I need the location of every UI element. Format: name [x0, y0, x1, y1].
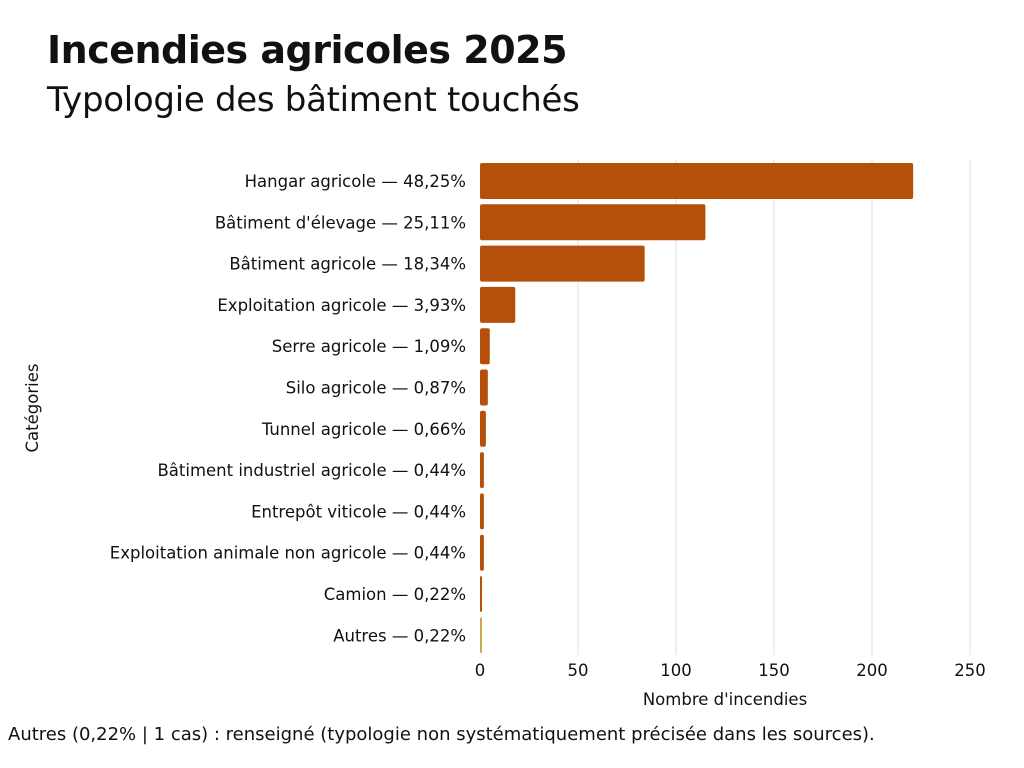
bar: [480, 369, 488, 406]
bar: [480, 617, 482, 654]
x-axis-title: Nombre d'incendies: [643, 690, 807, 709]
bar: [480, 493, 484, 530]
chart-title: Incendies agricoles 2025: [47, 28, 568, 72]
category-label: Camion — 0,22%: [324, 585, 466, 604]
bar: [480, 410, 486, 447]
x-tick-label: 50: [568, 661, 589, 680]
category-label: Silo agricole — 0,87%: [286, 379, 466, 398]
category-label: Tunnel agricole — 0,66%: [261, 420, 466, 439]
category-label: Autres — 0,22%: [333, 626, 466, 645]
category-label: Serre agricole — 1,09%: [272, 337, 466, 356]
bar: [480, 534, 484, 571]
category-label: Bâtiment d'élevage — 25,11%: [215, 213, 466, 232]
category-label: Bâtiment agricole — 18,34%: [229, 255, 466, 274]
category-label: Bâtiment industriel agricole — 0,44%: [157, 461, 466, 480]
bar: [480, 452, 484, 489]
x-tick-label: 250: [954, 661, 986, 680]
x-tick-label: 100: [660, 661, 692, 680]
x-tick-label: 0: [475, 661, 486, 680]
category-label: Exploitation agricole — 3,93%: [217, 296, 466, 315]
x-tick-label: 150: [758, 661, 790, 680]
x-tick-label: 200: [856, 661, 888, 680]
bar: [480, 204, 706, 241]
bar: [480, 286, 516, 323]
x-tick-labels: 0 50 100 150 200 250: [475, 661, 986, 680]
chart-subtitle: Typologie des bâtiment touchés: [47, 80, 580, 120]
y-axis-title: Catégories: [23, 364, 42, 453]
category-label: Exploitation animale non agricole — 0,44…: [110, 544, 466, 563]
bar: [480, 328, 490, 365]
bars: [480, 163, 914, 654]
footnote: Autres (0,22% | 1 cas) : renseigné (typo…: [8, 724, 875, 745]
category-label: Hangar agricole — 48,25%: [245, 172, 466, 191]
category-label: Entrepôt viticole — 0,44%: [251, 502, 466, 521]
bar: [480, 163, 914, 199]
bar: [480, 245, 645, 282]
bar: [480, 576, 482, 612]
category-labels: Hangar agricole — 48,25% Bâtiment d'éleva…: [110, 172, 466, 645]
gridlines: [577, 160, 971, 655]
